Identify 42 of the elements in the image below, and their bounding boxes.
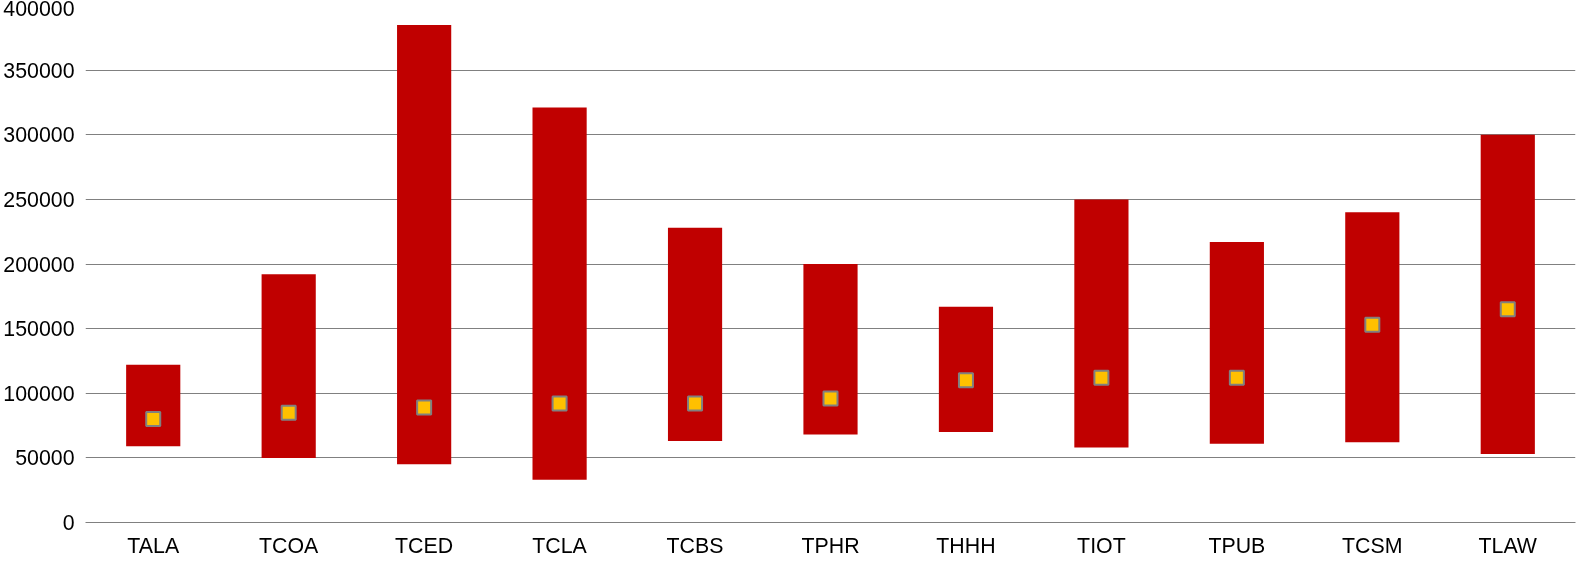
x-tick-label: TCLA [532,533,588,558]
x-tick-label: TCSM [1342,533,1403,558]
y-tick-label: 350000 [3,58,75,83]
bar [667,227,723,442]
point [1364,316,1381,333]
point [1499,301,1516,318]
bar [1345,212,1400,443]
x-tick-label: TCED [395,533,454,558]
bar [803,264,858,435]
point [416,399,433,416]
point [280,404,297,421]
bar [126,364,181,447]
bar [532,107,587,480]
x-tick-label: TLAW [1478,533,1538,558]
x-tick-label: TIOT [1077,533,1126,558]
y-tick-label: 50000 [15,446,75,471]
bar [1209,242,1264,444]
x-tick-label: TPUB [1208,533,1266,558]
bar [1074,199,1129,448]
y-tick-label: 100000 [3,381,75,406]
x-tick-label: TALA [127,533,180,558]
y-tick-label: 300000 [3,123,75,148]
bar [1480,134,1535,454]
point [551,395,568,412]
x-tick-label: TPHR [801,533,860,558]
x-tick-label: THHH [936,533,996,558]
point [957,372,974,389]
y-tick-label: 400000 [3,0,75,21]
point [145,411,162,428]
point [687,395,704,412]
point [1093,369,1110,386]
x-tick-label: TCOA [259,533,320,558]
y-tick-label: 0 [62,511,75,535]
y-tick-label: 250000 [3,187,75,212]
y-tick-label: 150000 [3,317,75,342]
y-tick-label: 200000 [3,252,75,277]
bar [397,24,452,465]
bar [261,274,316,458]
x-tick-label: TCBS [666,533,724,558]
point [1228,369,1245,386]
bar [938,306,994,433]
point [822,390,839,407]
